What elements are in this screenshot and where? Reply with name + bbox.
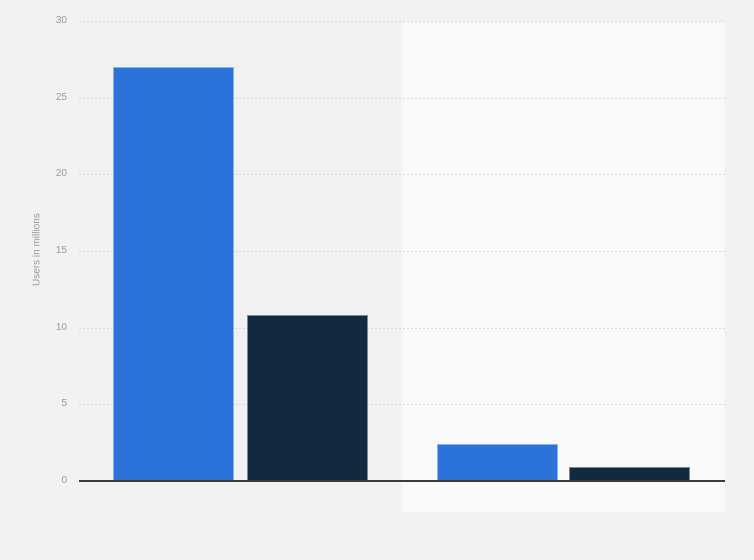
y-tick-label-25: 25	[55, 92, 67, 103]
bar-3	[437, 444, 558, 481]
gridline-20	[79, 174, 725, 175]
category-band-group2-highlight	[402, 21, 725, 512]
y-tick-label-10: 10	[55, 322, 67, 333]
y-tick-label-20: 20	[55, 168, 67, 179]
y-tick-label-15: 15	[55, 245, 67, 256]
bar-2	[247, 315, 368, 481]
bar-4	[569, 467, 690, 481]
y-axis-title: Users in millions	[31, 213, 43, 287]
x-axis-line	[79, 480, 725, 482]
gridline-10	[79, 328, 725, 329]
y-tick-label-5: 5	[61, 398, 67, 409]
gridline-15	[79, 251, 725, 252]
bar-1	[113, 67, 234, 481]
gridline-30	[79, 21, 725, 22]
gridline-25	[79, 98, 725, 99]
gridline-5	[79, 404, 725, 405]
y-tick-label-0: 0	[61, 475, 67, 486]
y-tick-label-30: 30	[55, 15, 67, 26]
